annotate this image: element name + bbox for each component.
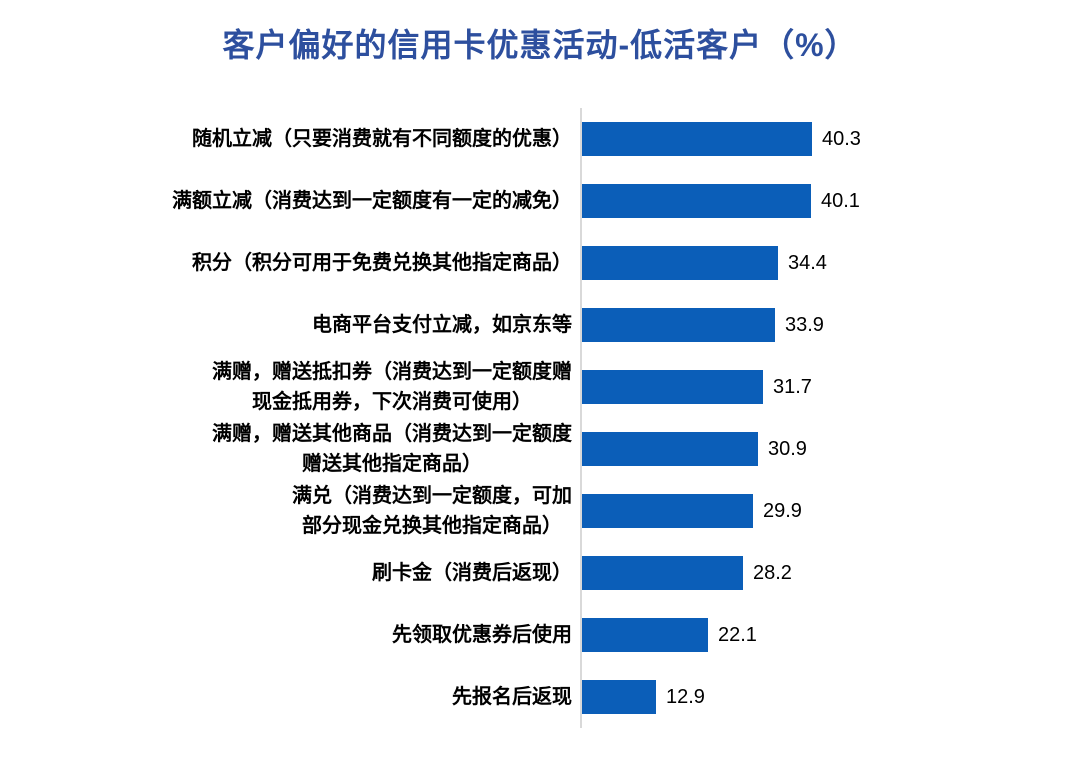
category-label: 积分（积分可用于免费兑换其他指定商品） — [192, 252, 572, 274]
category-label: 满额立减（消费达到一定额度有一定的减免） — [172, 190, 572, 212]
chart-bar-row: 先报名后返现 12.9 — [0, 666, 1080, 728]
category-label: 满赠，赠送其他商品（消费达到一定额度 赠送其他指定商品） — [212, 423, 572, 475]
category-label: 先报名后返现 — [452, 686, 572, 708]
category-label: 先领取优惠券后使用 — [392, 624, 572, 646]
bar — [582, 308, 775, 342]
category-label: 满兑（消费达到一定额度，可加 部分现金兑换其他指定商品） — [292, 485, 572, 537]
value-label: 28.2 — [753, 561, 792, 584]
category-label-cell: 满赠，赠送其他商品（消费达到一定额度 赠送其他指定商品） — [0, 419, 572, 479]
value-label: 40.1 — [821, 189, 860, 212]
bar — [582, 680, 656, 714]
chart-bar-row: 满赠，赠送其他商品（消费达到一定额度 赠送其他指定商品） 30.9 — [0, 418, 1080, 480]
value-label: 12.9 — [666, 685, 705, 708]
category-label-cell: 电商平台支付立减，如京东等 — [0, 310, 572, 340]
chart-bar-row: 满额立减（消费达到一定额度有一定的减免） 40.1 — [0, 170, 1080, 232]
value-label: 29.9 — [763, 499, 802, 522]
bar-chart: 随机立减（只要消费就有不同额度的优惠） 40.3 满额立减（消费达到一定额度有一定的… — [0, 108, 1080, 728]
bar — [582, 432, 758, 466]
category-label-cell: 刷卡金（消费后返现） — [0, 558, 572, 588]
chart-bar-row: 随机立减（只要消费就有不同额度的优惠） 40.3 — [0, 108, 1080, 170]
bar — [582, 122, 812, 156]
bar — [582, 556, 743, 590]
category-label: 电商平台支付立减，如京东等 — [312, 314, 572, 336]
bar — [582, 184, 811, 218]
category-label: 刷卡金（消费后返现） — [372, 562, 572, 584]
chart-bar-row: 刷卡金（消费后返现） 28.2 — [0, 542, 1080, 604]
value-label: 31.7 — [773, 375, 812, 398]
chart-rows: 随机立减（只要消费就有不同额度的优惠） 40.3 满额立减（消费达到一定额度有一定的… — [0, 108, 1080, 728]
value-label: 22.1 — [718, 623, 757, 646]
category-label-cell: 满额立减（消费达到一定额度有一定的减免） — [0, 186, 572, 216]
value-label: 33.9 — [785, 313, 824, 336]
chart-bar-row: 积分（积分可用于免费兑换其他指定商品） 34.4 — [0, 232, 1080, 294]
category-label-cell: 先领取优惠券后使用 — [0, 620, 572, 650]
category-axis-line — [580, 108, 582, 728]
value-label: 40.3 — [822, 127, 861, 150]
bar — [582, 618, 708, 652]
category-label: 随机立减（只要消费就有不同额度的优惠） — [192, 128, 572, 150]
chart-bar-row: 满兑（消费达到一定额度，可加 部分现金兑换其他指定商品） 29.9 — [0, 480, 1080, 542]
bar — [582, 246, 778, 280]
category-label-cell: 随机立减（只要消费就有不同额度的优惠） — [0, 124, 572, 154]
category-label: 满赠，赠送抵扣券（消费达到一定额度赠 现金抵用券，下次消费可使用） — [212, 361, 572, 413]
chart-bar-row: 先领取优惠券后使用 22.1 — [0, 604, 1080, 666]
category-label-cell: 满兑（消费达到一定额度，可加 部分现金兑换其他指定商品） — [0, 481, 572, 541]
chart-bar-row: 满赠，赠送抵扣券（消费达到一定额度赠 现金抵用券，下次消费可使用） 31.7 — [0, 356, 1080, 418]
category-label-cell: 先报名后返现 — [0, 682, 572, 712]
value-label: 34.4 — [788, 251, 827, 274]
category-label-cell: 满赠，赠送抵扣券（消费达到一定额度赠 现金抵用券，下次消费可使用） — [0, 357, 572, 417]
chart-bar-row: 电商平台支付立减，如京东等 33.9 — [0, 294, 1080, 356]
bar — [582, 370, 763, 404]
chart-title: 客户偏好的信用卡优惠活动-低活客户（%） — [222, 27, 858, 63]
category-label-cell: 积分（积分可用于免费兑换其他指定商品） — [0, 248, 572, 278]
bar — [582, 494, 753, 528]
value-label: 30.9 — [768, 437, 807, 460]
